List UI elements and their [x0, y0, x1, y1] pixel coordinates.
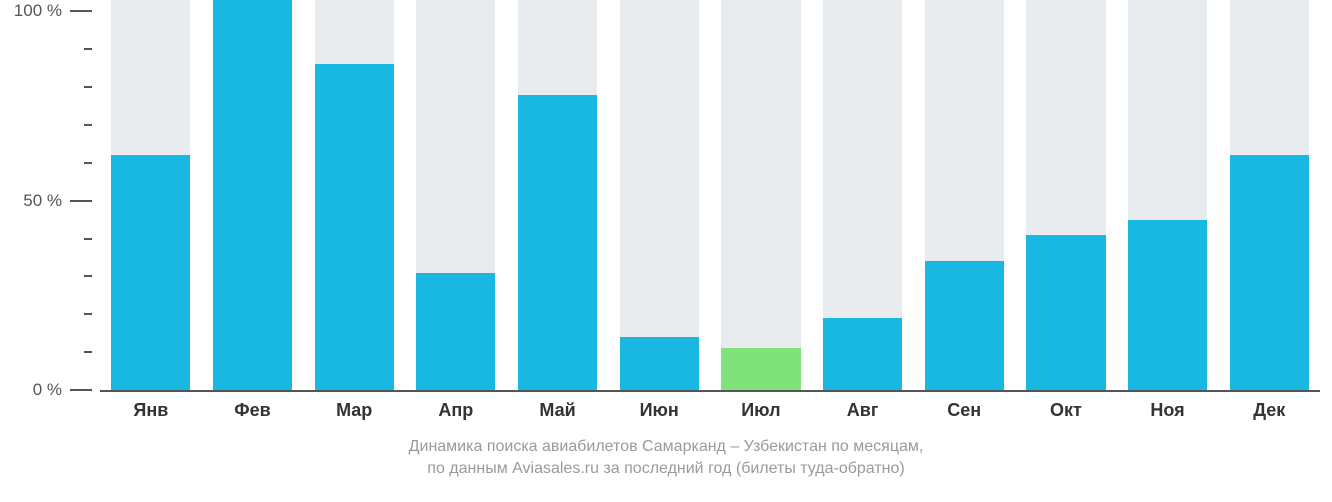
- y-tick-mark-minor: [84, 124, 92, 126]
- bar-slot: [608, 0, 710, 390]
- y-tick-mark-major: [70, 10, 92, 12]
- bar: [1128, 220, 1207, 390]
- y-tick-mark-minor: [84, 313, 92, 315]
- bar-slot: [405, 0, 507, 390]
- bar-slot: [303, 0, 405, 390]
- y-tick-mark-major: [70, 389, 92, 391]
- x-axis-label: Сен: [913, 400, 1015, 421]
- y-tick-label: 0 %: [0, 380, 62, 400]
- x-axis-line: [100, 390, 1320, 392]
- bar: [1230, 155, 1309, 390]
- bar-slot: [812, 0, 914, 390]
- y-tick-mark-minor: [84, 238, 92, 240]
- x-axis-label: Дек: [1218, 400, 1320, 421]
- x-axis-label: Ноя: [1117, 400, 1219, 421]
- bars-container: [100, 0, 1320, 390]
- caption-line-1: Динамика поиска авиабилетов Самарканд – …: [0, 436, 1332, 458]
- x-axis-label: Май: [507, 400, 609, 421]
- bar: [925, 261, 1004, 390]
- bar: [823, 318, 902, 390]
- y-tick-label: 50 %: [0, 191, 62, 211]
- x-axis-label: Апр: [405, 400, 507, 421]
- bar-background: [721, 0, 800, 390]
- bar-slot: [1015, 0, 1117, 390]
- y-tick-mark-minor: [84, 162, 92, 164]
- bar: [620, 337, 699, 390]
- bar: [213, 0, 292, 390]
- x-axis-label: Авг: [812, 400, 914, 421]
- x-axis-label: Июн: [608, 400, 710, 421]
- x-axis-label: Фев: [202, 400, 304, 421]
- y-tick-label: 100 %: [0, 1, 62, 21]
- bar: [315, 64, 394, 390]
- y-tick-mark-minor: [84, 86, 92, 88]
- bar: [1026, 235, 1105, 390]
- bar: [721, 348, 800, 390]
- bar-slot: [507, 0, 609, 390]
- bar-background: [620, 0, 699, 390]
- y-tick-mark-minor: [84, 48, 92, 50]
- monthly-search-bar-chart: 0 %50 %100 % ЯнвФевМарАпрМайИюнИюлАвгСен…: [0, 0, 1332, 502]
- y-tick-mark-major: [70, 200, 92, 202]
- x-axis-label: Июл: [710, 400, 812, 421]
- bar: [111, 155, 190, 390]
- x-axis-label: Янв: [100, 400, 202, 421]
- plot-area: 0 %50 %100 %: [100, 0, 1320, 390]
- y-tick-mark-minor: [84, 275, 92, 277]
- bar-slot: [1117, 0, 1219, 390]
- bar-slot: [202, 0, 304, 390]
- bar-slot: [100, 0, 202, 390]
- x-axis-label: Окт: [1015, 400, 1117, 421]
- bar: [416, 273, 495, 390]
- x-axis-labels: ЯнвФевМарАпрМайИюнИюлАвгСенОктНояДек: [100, 400, 1320, 421]
- x-axis-label: Мар: [303, 400, 405, 421]
- caption-line-2: по данным Aviasales.ru за последний год …: [0, 458, 1332, 480]
- bar: [518, 95, 597, 390]
- chart-caption: Динамика поиска авиабилетов Самарканд – …: [0, 436, 1332, 479]
- bar-slot: [1218, 0, 1320, 390]
- y-tick-mark-minor: [84, 351, 92, 353]
- bar-slot: [913, 0, 1015, 390]
- bar-slot: [710, 0, 812, 390]
